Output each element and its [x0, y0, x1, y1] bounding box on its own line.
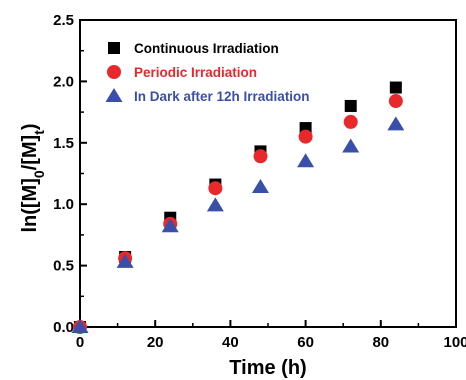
legend-label: Continuous Irradiation	[134, 41, 279, 56]
data-point	[389, 81, 402, 94]
data-points	[71, 81, 405, 334]
data-point	[343, 114, 358, 129]
y-tick-label: 2.0	[53, 73, 74, 90]
x-tick-label: 40	[222, 334, 239, 351]
legend-marker	[105, 88, 123, 102]
y-tick-label: 1.5	[53, 135, 74, 152]
data-point	[208, 181, 223, 196]
y-tick-label: 0.0	[53, 319, 74, 336]
series-circle	[73, 94, 403, 334]
data-point	[299, 122, 312, 135]
y-axis-title: ln([M]0/[M]t)	[19, 123, 47, 232]
x-axis-title: Time (h)	[229, 357, 306, 379]
y-tick-label: 1.0	[53, 196, 74, 213]
x-tick-label: 100	[443, 334, 466, 351]
legend-marker	[108, 42, 120, 54]
x-tick-label: 0	[76, 334, 84, 351]
data-point	[206, 197, 224, 212]
legend-label: In Dark after 12h Irradiation	[134, 89, 310, 104]
x-tick-label: 60	[297, 334, 314, 351]
data-point	[253, 149, 268, 164]
data-point	[342, 138, 360, 153]
x-tick-label: 80	[372, 334, 389, 351]
legend-marker	[107, 65, 121, 79]
data-point	[251, 179, 269, 194]
data-point	[116, 253, 134, 268]
data-point	[298, 129, 313, 144]
y-tick-label: 2.5	[53, 12, 74, 29]
x-tick-label: 20	[147, 334, 164, 351]
data-point	[388, 94, 403, 109]
data-point	[297, 153, 315, 168]
legend: Continuous Irradiation Periodic Irradiati…	[105, 41, 310, 104]
axis-tick-labels: 0 20 40 60 80 100 0.0 0.5 1.0 1.5 2.0 2.5	[53, 12, 466, 351]
data-point	[71, 319, 89, 333]
data-point	[387, 116, 405, 131]
data-point	[344, 99, 357, 112]
data-point	[161, 218, 179, 233]
y-tick-label: 0.5	[53, 258, 74, 275]
series-triangle	[71, 116, 405, 333]
legend-label: Periodic Irradiation	[134, 65, 257, 80]
